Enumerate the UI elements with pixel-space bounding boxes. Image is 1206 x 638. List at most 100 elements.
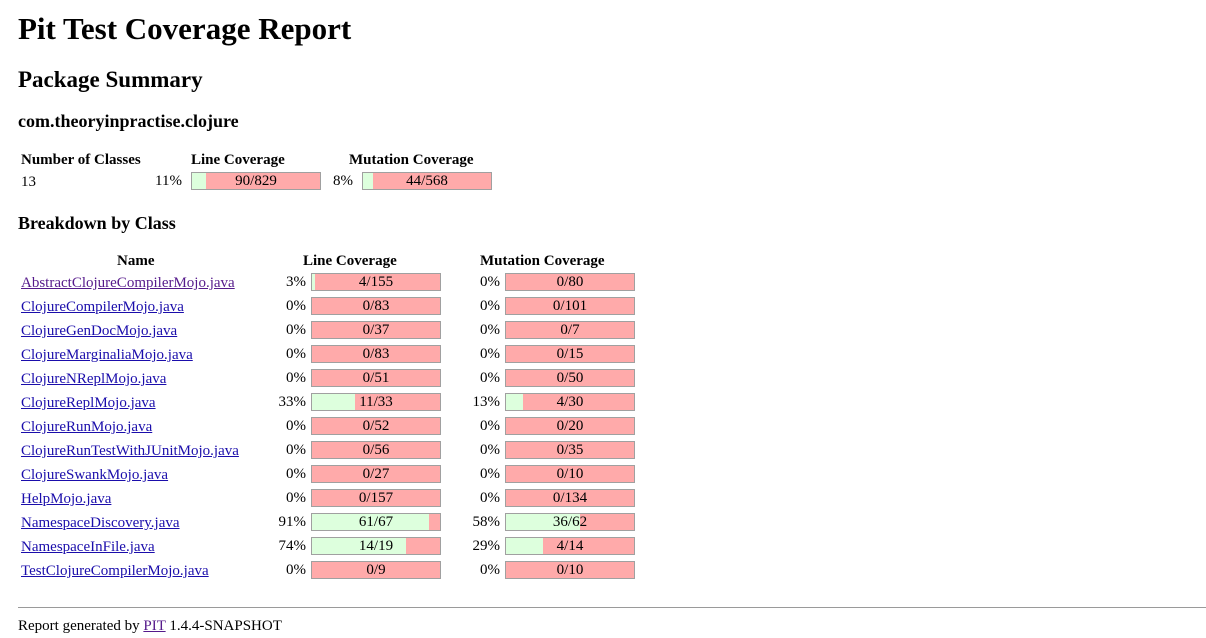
line-coverage-bar: 0/83	[311, 345, 441, 363]
class-name-cell: TestClojureCompilerMojo.java	[21, 562, 209, 580]
mutation-coverage-bar: 0/35	[505, 441, 635, 459]
mutation-coverage-percent: 13%	[472, 394, 501, 410]
line-coverage-percent: 33%	[278, 394, 307, 410]
line-coverage-percent: 74%	[278, 538, 307, 554]
class-link[interactable]: NamespaceInFile.java	[21, 539, 155, 555]
line-coverage-percent: 0%	[286, 442, 306, 458]
line-coverage-bar-label: 0/157	[358, 490, 394, 506]
class-link[interactable]: NamespaceDiscovery.java	[21, 515, 180, 531]
mutation-coverage-bar: 0/50	[505, 369, 635, 387]
summary-header-classes: Number of Classes	[21, 152, 141, 168]
mutation-coverage-percent: 0%	[480, 346, 500, 362]
line-coverage-percent: 0%	[286, 370, 306, 386]
mutation-coverage-bar-fill	[506, 394, 524, 410]
class-name-cell: ClojureGenDocMojo.java	[21, 322, 177, 340]
line-coverage-bar-fill	[312, 274, 316, 290]
mutation-coverage-percent: 0%	[480, 298, 500, 314]
line-coverage-bar-label: 0/51	[362, 370, 390, 386]
mutation-coverage-percent: 0%	[480, 490, 500, 506]
line-coverage-bar-label: 0/9	[366, 562, 386, 578]
class-link[interactable]: ClojureGenDocMojo.java	[21, 323, 178, 339]
line-coverage-percent: 0%	[286, 466, 306, 482]
line-coverage-bar: 0/157	[311, 489, 441, 507]
class-link[interactable]: ClojureReplMojo.java	[21, 395, 156, 411]
line-coverage-bar: 0/9	[311, 561, 441, 579]
summary-header-line: Line Coverage	[191, 152, 285, 168]
line-coverage-bar-label: 0/56	[362, 442, 390, 458]
line-coverage-bar-label: 0/52	[362, 418, 390, 434]
mutation-coverage-bar: 0/80	[505, 273, 635, 291]
summary-line-percent: 11%	[155, 173, 182, 189]
mutation-coverage-bar: 0/20	[505, 417, 635, 435]
line-coverage-bar-label: 0/83	[362, 298, 390, 314]
footer-prefix: Report generated by	[18, 618, 140, 634]
breakdown-header-mutation: Mutation Coverage	[480, 253, 605, 269]
class-link[interactable]: HelpMojo.java	[21, 491, 112, 507]
line-coverage-percent: 0%	[286, 490, 306, 506]
footer: Report generated by PIT 1.4.4-SNAPSHOT	[18, 617, 282, 635]
class-link[interactable]: ClojureSwankMojo.java	[21, 467, 169, 483]
pit-link[interactable]: PIT	[143, 618, 166, 634]
page-title: Pit Test Coverage Report	[18, 11, 352, 46]
line-coverage-bar: 0/27	[311, 465, 441, 483]
line-coverage-bar: 4/155	[311, 273, 441, 291]
class-name-cell: ClojureNReplMojo.java	[21, 370, 166, 388]
mutation-coverage-bar: 4/14	[505, 537, 635, 555]
mutation-coverage-percent: 29%	[472, 538, 501, 554]
mutation-coverage-bar-label: 0/101	[552, 298, 588, 314]
line-coverage-bar: 11/33	[311, 393, 441, 411]
line-coverage-bar-label: 11/33	[359, 394, 393, 410]
mutation-coverage-bar-label: 36/62	[552, 514, 588, 530]
line-coverage-bar: 0/52	[311, 417, 441, 435]
class-name-cell: ClojureRunMojo.java	[21, 418, 152, 436]
mutation-coverage-bar-label: 0/134	[552, 490, 588, 506]
mutation-coverage-percent: 0%	[480, 418, 500, 434]
mutation-coverage-percent: 0%	[480, 466, 500, 482]
class-name-cell: AbstractClojureCompilerMojo.java	[21, 274, 235, 292]
mutation-coverage-bar-fill	[506, 514, 581, 530]
package-summary-heading: Package Summary	[18, 67, 203, 92]
mutation-coverage-bar-label: 0/80	[556, 274, 584, 290]
line-coverage-bar-fill	[312, 538, 407, 554]
line-coverage-bar: 61/67	[311, 513, 441, 531]
mutation-coverage-bar: 0/15	[505, 345, 635, 363]
summary-mutation-bar-label: 44/568	[406, 173, 448, 189]
mutation-coverage-bar-label: 4/14	[556, 538, 584, 554]
class-link[interactable]: ClojureCompilerMojo.java	[21, 299, 184, 315]
class-link[interactable]: ClojureNReplMojo.java	[21, 371, 167, 387]
line-coverage-bar-label: 14/19	[358, 538, 394, 554]
mutation-coverage-bar: 0/134	[505, 489, 635, 507]
mutation-coverage-percent: 58%	[472, 514, 501, 530]
mutation-coverage-bar-label: 0/15	[556, 346, 584, 362]
footer-version: 1.4.4-SNAPSHOT	[169, 618, 282, 634]
mutation-coverage-bar-label: 4/30	[556, 394, 584, 410]
summary-class-count: 13	[21, 174, 36, 190]
mutation-coverage-bar: 0/101	[505, 297, 635, 315]
mutation-coverage-percent: 0%	[480, 562, 500, 578]
mutation-coverage-bar-label: 0/10	[556, 466, 584, 482]
mutation-coverage-percent: 0%	[480, 442, 500, 458]
class-link[interactable]: AbstractClojureCompilerMojo.java	[21, 275, 235, 291]
package-name: com.theoryinpractise.clojure	[18, 111, 239, 131]
line-coverage-bar-label: 0/37	[362, 322, 390, 338]
mutation-coverage-bar-label: 0/50	[556, 370, 584, 386]
mutation-coverage-bar-label: 0/20	[556, 418, 584, 434]
class-name-cell: ClojureSwankMojo.java	[21, 466, 168, 484]
class-link[interactable]: ClojureRunMojo.java	[21, 419, 153, 435]
mutation-coverage-bar-fill	[506, 538, 543, 554]
class-link[interactable]: ClojureMarginaliaMojo.java	[21, 347, 193, 363]
summary-line-bar-label: 90/829	[235, 173, 277, 189]
line-coverage-percent: 0%	[286, 322, 306, 338]
breakdown-header-line: Line Coverage	[303, 253, 397, 269]
summary-mutation-bar-fill	[363, 173, 373, 189]
line-coverage-percent: 3%	[286, 274, 306, 290]
line-coverage-bar-fill	[312, 514, 429, 530]
mutation-coverage-bar-label: 0/35	[556, 442, 584, 458]
line-coverage-percent: 0%	[286, 418, 306, 434]
class-name-cell: NamespaceInFile.java	[21, 538, 155, 556]
line-coverage-percent: 0%	[286, 562, 306, 578]
class-link[interactable]: ClojureRunTestWithJUnitMojo.java	[21, 443, 239, 459]
class-name-cell: NamespaceDiscovery.java	[21, 514, 180, 532]
class-link[interactable]: TestClojureCompilerMojo.java	[21, 563, 209, 579]
summary-header-mutation: Mutation Coverage	[349, 152, 474, 168]
